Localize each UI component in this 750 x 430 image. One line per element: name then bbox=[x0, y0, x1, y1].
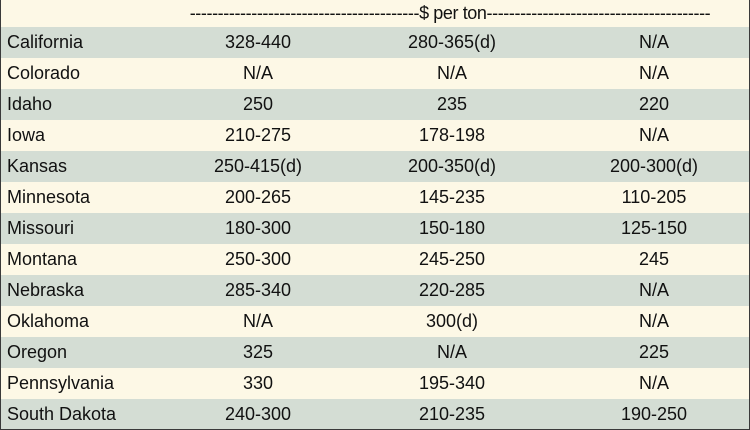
price-cell-col3: N/A bbox=[638, 125, 669, 145]
price-cell-col2: 195-340 bbox=[418, 373, 486, 393]
price-cell-col2: N/A bbox=[436, 63, 467, 83]
price-cell-col2: 200-350(d) bbox=[407, 156, 497, 176]
price-cell-col3: 200-300(d) bbox=[609, 156, 699, 176]
price-cell-col1: 250-300 bbox=[224, 249, 292, 269]
state-cell: Kansas bbox=[7, 156, 68, 176]
price-cell-col1: 285-340 bbox=[224, 280, 292, 300]
state-cell: Pennsylvania bbox=[7, 373, 115, 393]
price-cell-col3: 220 bbox=[638, 94, 670, 114]
price-cell-col1: 328-440 bbox=[224, 32, 292, 52]
price-cell-col2: 300(d) bbox=[425, 311, 479, 331]
price-cell-col1: 330 bbox=[242, 373, 274, 393]
table-row: Kansas 250-415(d) 200-350(d) 200-300(d) bbox=[1, 151, 749, 182]
price-cell-col3: N/A bbox=[638, 311, 669, 331]
table-row: Oregon 325 N/A 225 bbox=[1, 337, 749, 368]
table-row: California 328-440 280-365(d) N/A bbox=[1, 27, 749, 58]
table-row: Colorado N/A N/A N/A bbox=[1, 58, 749, 89]
state-cell: Oregon bbox=[7, 342, 68, 362]
price-cell-col3: 125-150 bbox=[620, 218, 688, 238]
price-cell-col2: 235 bbox=[436, 94, 468, 114]
price-cell-col3: N/A bbox=[638, 280, 669, 300]
state-cell: California bbox=[7, 32, 84, 52]
table-row: Minnesota 200-265 145-235 110-205 bbox=[1, 182, 749, 213]
state-cell: Colorado bbox=[7, 63, 81, 83]
price-cell-col2: 280-365(d) bbox=[407, 32, 497, 52]
table-row: Montana 250-300 245-250 245 bbox=[1, 244, 749, 275]
price-cell-col1: 250-415(d) bbox=[213, 156, 303, 176]
price-cell-col1: 250 bbox=[242, 94, 274, 114]
table-body: California 328-440 280-365(d) N/A Colorado N/… bbox=[1, 27, 749, 429]
table-row: South Dakota 240-300 210-235 190-250 bbox=[1, 399, 749, 429]
price-cell-col2: 145-235 bbox=[418, 187, 486, 207]
state-cell: Nebraska bbox=[7, 280, 85, 300]
price-cell-col2: N/A bbox=[436, 342, 467, 362]
table-row: Iowa 210-275 178-198 N/A bbox=[1, 120, 749, 151]
price-cell-col1: 240-300 bbox=[224, 404, 292, 424]
price-cell-col2: 245-250 bbox=[418, 249, 486, 269]
state-cell: South Dakota bbox=[7, 404, 117, 424]
table-row: Oklahoma N/A 300(d) N/A bbox=[1, 306, 749, 337]
price-cell-col3: N/A bbox=[638, 32, 669, 52]
state-cell: Idaho bbox=[7, 94, 53, 114]
price-cell-col2: 178-198 bbox=[418, 125, 486, 145]
state-cell: Iowa bbox=[7, 125, 46, 145]
price-cell-col1: N/A bbox=[242, 63, 273, 83]
price-cell-col3: 190-250 bbox=[620, 404, 688, 424]
table-row: Idaho 250 235 220 bbox=[1, 89, 749, 120]
price-cell-col2: 150-180 bbox=[418, 218, 486, 238]
price-cell-col1: 180-300 bbox=[224, 218, 292, 238]
price-cell-col3: 225 bbox=[638, 342, 670, 362]
state-cell: Montana bbox=[7, 249, 78, 269]
table-row: Missouri 180-300 150-180 125-150 bbox=[1, 213, 749, 244]
state-cell: Minnesota bbox=[7, 187, 91, 207]
price-cell-col3: N/A bbox=[638, 63, 669, 83]
state-cell: Missouri bbox=[7, 218, 75, 238]
price-cell-col3: 110-205 bbox=[621, 187, 687, 207]
table-row: Pennsylvania 330 195-340 N/A bbox=[1, 368, 749, 399]
price-cell-col1: N/A bbox=[242, 311, 273, 331]
price-cell-col2: 210-235 bbox=[418, 404, 486, 424]
price-cell-col2: 220-285 bbox=[418, 280, 486, 300]
unit-label: ----------------------------------------… bbox=[189, 3, 711, 23]
table-row: Nebraska 285-340 220-285 N/A bbox=[1, 275, 749, 306]
table-header: ----------------------------------------… bbox=[1, 0, 749, 27]
price-cell-col1: 210-275 bbox=[224, 125, 292, 145]
price-cell-col1: 200-265 bbox=[224, 187, 292, 207]
price-cell-col1: 325 bbox=[242, 342, 274, 362]
price-cell-col3: N/A bbox=[638, 373, 669, 393]
price-cell-col3: 245 bbox=[638, 249, 670, 269]
state-cell: Oklahoma bbox=[7, 311, 90, 331]
